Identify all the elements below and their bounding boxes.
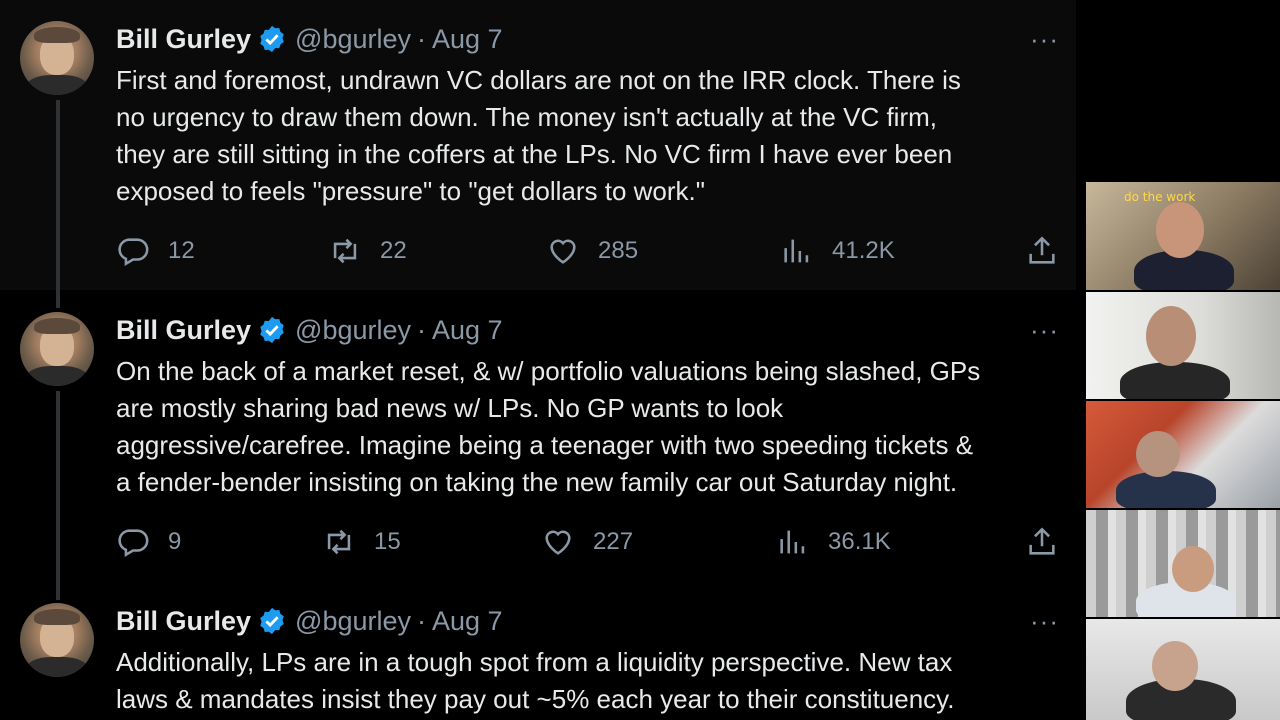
tweet-text-line: On the back of a market reset, & w/ port… bbox=[116, 356, 981, 386]
tweet-text: Additionally, LPs are in a tough spot fr… bbox=[116, 644, 1068, 718]
avatar[interactable] bbox=[20, 21, 94, 95]
share-icon bbox=[1029, 527, 1055, 555]
verified-badge-icon bbox=[260, 25, 284, 53]
heart-icon bbox=[550, 239, 576, 264]
tweet-text-line: exposed to feels "pressure" to "get doll… bbox=[116, 176, 705, 206]
like-button[interactable]: 285 bbox=[546, 233, 638, 269]
tweet-date[interactable]: Aug 7 bbox=[432, 605, 503, 636]
author-handle[interactable]: @bgurley bbox=[295, 23, 412, 54]
video-call-panel: do the work bbox=[1086, 182, 1280, 720]
views-count: 36.1K bbox=[828, 528, 891, 555]
participant-video-5[interactable] bbox=[1086, 619, 1280, 720]
reply-count: 12 bbox=[168, 237, 195, 264]
reply-button[interactable]: 9 bbox=[116, 524, 181, 560]
share-icon bbox=[1029, 236, 1055, 264]
verified-badge-icon bbox=[260, 607, 284, 635]
neon-sign: do the work bbox=[1124, 190, 1196, 204]
participant-video-2[interactable] bbox=[1086, 292, 1280, 399]
tweet-date[interactable]: Aug 7 bbox=[432, 314, 503, 345]
tweet-header: Bill Gurley @bgurley · Aug 7 bbox=[116, 21, 503, 57]
tweet-text-line: are mostly sharing bad news w/ LPs. No G… bbox=[116, 393, 784, 423]
participant-video-4[interactable] bbox=[1086, 510, 1280, 617]
tweet-text-line: laws & mandates insist they pay out ~5% … bbox=[116, 684, 955, 714]
like-count: 285 bbox=[598, 237, 639, 264]
verified-badge-icon bbox=[260, 316, 284, 344]
author-name[interactable]: Bill Gurley bbox=[116, 314, 252, 345]
tweet-text: On the back of a market reset, & w/ port… bbox=[116, 353, 1068, 501]
author-handle[interactable]: @bgurley bbox=[295, 605, 412, 636]
tweet-feed: Bill Gurley @bgurley · Aug 7 ··· First a… bbox=[0, 0, 1076, 720]
repost-button[interactable]: 22 bbox=[328, 233, 407, 269]
more-options-icon[interactable]: ··· bbox=[1030, 315, 1059, 345]
repost-icon bbox=[333, 238, 357, 264]
participant-video-3[interactable] bbox=[1086, 401, 1280, 508]
reply-button[interactable]: 12 bbox=[116, 233, 195, 269]
tweet-header: Bill Gurley @bgurley · Aug 7 bbox=[116, 312, 503, 348]
tweet-2[interactable]: Bill Gurley @bgurley · Aug 7 ··· On the … bbox=[0, 290, 1076, 582]
participant-video-1[interactable]: do the work bbox=[1086, 182, 1280, 290]
repost-button[interactable]: 15 bbox=[322, 524, 401, 560]
tweet-text-line: no urgency to draw them down. The money … bbox=[116, 102, 937, 132]
author-handle[interactable]: @bgurley bbox=[295, 314, 412, 345]
reply-icon bbox=[118, 238, 149, 267]
separator: · bbox=[417, 605, 427, 636]
author-name[interactable]: Bill Gurley bbox=[116, 605, 252, 636]
tweet-text-line: aggressive/carefree. Imagine being a tee… bbox=[116, 430, 974, 460]
tweet-header: Bill Gurley @bgurley · Aug 7 bbox=[116, 603, 503, 639]
repost-icon bbox=[327, 529, 351, 555]
author-name[interactable]: Bill Gurley bbox=[116, 23, 252, 54]
avatar[interactable] bbox=[20, 312, 94, 386]
tweet-date[interactable]: Aug 7 bbox=[432, 23, 503, 54]
like-count: 227 bbox=[593, 528, 634, 555]
reply-count: 9 bbox=[168, 528, 182, 555]
thread-line bbox=[56, 100, 60, 290]
like-button[interactable]: 227 bbox=[541, 524, 633, 560]
tweet-text-line: Additionally, LPs are in a tough spot fr… bbox=[116, 647, 953, 677]
separator: · bbox=[417, 23, 427, 54]
thread-line bbox=[56, 391, 60, 582]
views-button[interactable]: 41.2K bbox=[780, 233, 895, 269]
views-icon bbox=[784, 239, 809, 263]
heart-icon bbox=[545, 530, 571, 555]
thread-line bbox=[56, 290, 60, 308]
repost-count: 15 bbox=[374, 528, 401, 555]
separator: · bbox=[417, 314, 427, 345]
tweet-text-line: a fender-bender insisting on taking the … bbox=[116, 467, 958, 497]
tweet-text: First and foremost, undrawn VC dollars a… bbox=[116, 62, 1068, 210]
views-count: 41.2K bbox=[832, 237, 895, 264]
share-button[interactable] bbox=[1025, 524, 1059, 560]
tweet-1[interactable]: Bill Gurley @bgurley · Aug 7 ··· First a… bbox=[0, 0, 1076, 290]
thread-line bbox=[56, 582, 60, 600]
tweet-text-line: they are still sitting in the coffers at… bbox=[116, 139, 953, 169]
tweet-3[interactable]: Bill Gurley @bgurley · Aug 7 ··· Additio… bbox=[0, 582, 1076, 720]
tweet-actions: 12 22 285 41.2K bbox=[116, 233, 1061, 269]
tweet-actions: 9 15 227 36.1K bbox=[116, 524, 1061, 560]
avatar[interactable] bbox=[20, 603, 94, 677]
share-button[interactable] bbox=[1025, 233, 1059, 269]
more-options-icon[interactable]: ··· bbox=[1030, 24, 1059, 54]
more-options-icon[interactable]: ··· bbox=[1030, 606, 1059, 636]
views-button[interactable]: 36.1K bbox=[776, 524, 891, 560]
repost-count: 22 bbox=[380, 237, 407, 264]
views-icon bbox=[780, 530, 805, 554]
tweet-text-line: First and foremost, undrawn VC dollars a… bbox=[116, 65, 961, 95]
reply-icon bbox=[118, 529, 149, 558]
